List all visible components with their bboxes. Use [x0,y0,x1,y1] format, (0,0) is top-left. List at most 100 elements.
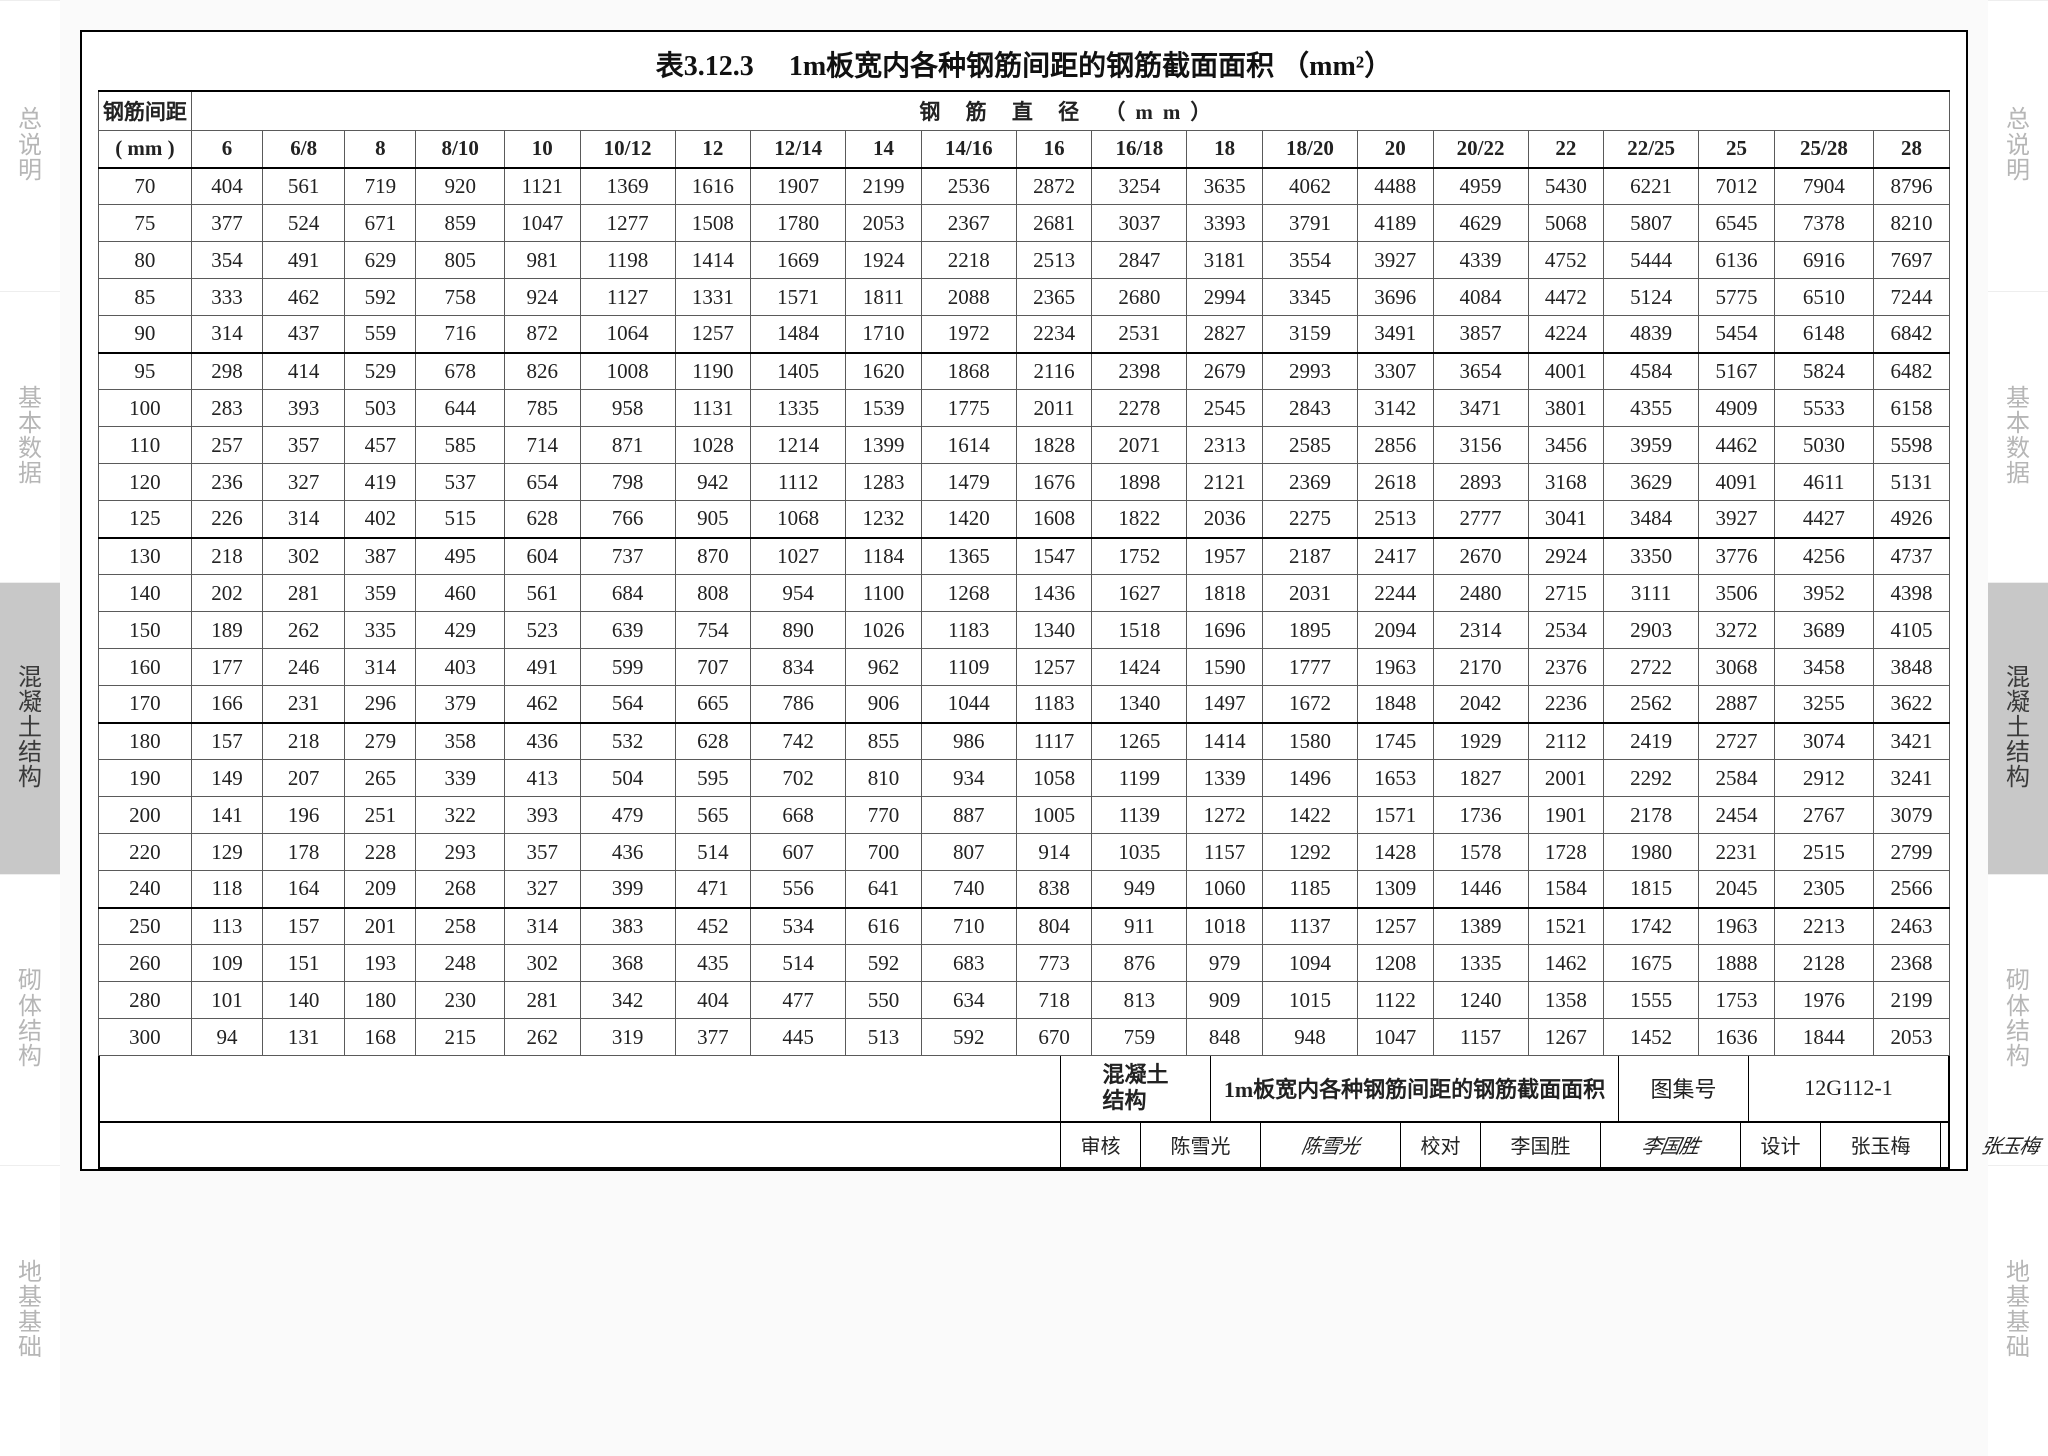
area-cell: 513 [846,1019,922,1056]
area-cell: 2903 [1604,612,1699,649]
area-cell: 4611 [1774,464,1873,501]
area-cell: 1005 [1016,797,1092,834]
area-cell: 1015 [1262,982,1357,1019]
nav-tab-1[interactable]: 基本数据 [1988,291,2048,582]
area-cell: 460 [416,575,505,612]
area-cell: 1277 [580,205,675,242]
area-cell: 2236 [1528,686,1604,723]
area-cell: 1424 [1092,649,1187,686]
area-cell: 5444 [1604,242,1699,279]
area-cell: 4909 [1699,390,1775,427]
nav-tab-1[interactable]: 基本数据 [0,291,60,582]
area-cell: 2053 [1874,1019,1950,1056]
area-cell: 4839 [1604,316,1699,353]
area-cell: 804 [1016,908,1092,945]
col-header-11: 16/18 [1092,131,1187,168]
area-cell: 716 [416,316,505,353]
area-cell: 339 [416,760,505,797]
area-cell: 2305 [1774,871,1873,908]
area-cell: 628 [505,501,581,538]
area-cell: 911 [1092,908,1187,945]
check-name: 李国胜 [1480,1123,1600,1167]
row-header-unit: ( mm ) [99,131,192,168]
area-cell: 404 [191,168,262,205]
col-header-14: 20 [1357,131,1433,168]
area-cell: 710 [921,908,1016,945]
area-cell: 298 [191,353,262,390]
area-cell: 668 [751,797,846,834]
area-cell: 7378 [1774,205,1873,242]
area-cell: 514 [675,834,751,871]
col-header-3: 8/10 [416,131,505,168]
area-cell: 5598 [1874,427,1950,464]
area-cell: 607 [751,834,846,871]
area-cell: 3041 [1528,501,1604,538]
area-cell: 671 [345,205,416,242]
area-cell: 2071 [1092,427,1187,464]
area-cell: 6545 [1699,205,1775,242]
area-cell: 387 [345,538,416,575]
area-cell: 2314 [1433,612,1528,649]
nav-tab-3[interactable]: 砌体结构 [1988,874,2048,1165]
table-row: 7040456171992011211369161619072199253628… [99,168,1950,205]
area-cell: 302 [505,945,581,982]
area-cell: 592 [345,279,416,316]
area-cell: 2727 [1699,723,1775,760]
area-cell: 629 [345,242,416,279]
area-cell: 1112 [751,464,846,501]
area-cell: 1780 [751,205,846,242]
area-cell: 848 [1187,1019,1263,1056]
area-cell: 4105 [1874,612,1950,649]
area-cell: 532 [580,723,675,760]
area-cell: 359 [345,575,416,612]
area-cell: 477 [751,982,846,1019]
nav-tab-2[interactable]: 混凝土结构 [0,582,60,873]
area-cell: 2116 [1016,353,1092,390]
area-cell: 1100 [846,575,922,612]
area-cell: 1627 [1092,575,1187,612]
area-cell: 1109 [921,649,1016,686]
area-cell: 707 [675,649,751,686]
spacing-cell: 280 [99,982,192,1019]
col-header-15: 20/22 [1433,131,1528,168]
design-sig: 张玉梅 [1940,1123,2048,1167]
area-cell: 1496 [1262,760,1357,797]
area-cell: 1131 [675,390,751,427]
area-cell: 1137 [1262,908,1357,945]
area-cell: 3857 [1433,316,1528,353]
area-cell: 302 [263,538,345,575]
nav-tab-0[interactable]: 总说明 [0,0,60,291]
area-cell: 479 [580,797,675,834]
area-cell: 1590 [1187,649,1263,686]
area-cell: 2170 [1433,649,1528,686]
area-cell: 628 [675,723,751,760]
area-cell: 399 [580,871,675,908]
area-cell: 1676 [1016,464,1092,501]
area-cell: 403 [416,649,505,686]
area-cell: 855 [846,723,922,760]
nav-tab-4[interactable]: 地基基础 [1988,1165,2048,1456]
nav-tab-2[interactable]: 混凝土结构 [1988,582,2048,873]
nav-tab-4[interactable]: 地基基础 [0,1165,60,1456]
area-cell: 1484 [751,316,846,353]
table-row: 8035449162980598111981414166919242218251… [99,242,1950,279]
area-cell: 807 [921,834,1016,871]
nav-tab-3[interactable]: 砌体结构 [0,874,60,1165]
area-cell: 268 [416,871,505,908]
area-cell: 1157 [1433,1019,1528,1056]
area-cell: 2454 [1699,797,1775,834]
area-cell: 4084 [1433,279,1528,316]
spacing-cell: 170 [99,686,192,723]
area-cell: 515 [416,501,505,538]
area-cell: 3456 [1528,427,1604,464]
nav-tab-0[interactable]: 总说明 [1988,0,2048,291]
area-cell: 314 [345,649,416,686]
table-row: 9031443755971687210641257148417101972223… [99,316,1950,353]
area-cell: 1508 [675,205,751,242]
area-cell: 1518 [1092,612,1187,649]
area-cell: 871 [580,427,675,464]
area-cell: 810 [846,760,922,797]
area-cell: 149 [191,760,262,797]
col-header-9: 14/16 [921,131,1016,168]
area-cell: 1183 [1016,686,1092,723]
